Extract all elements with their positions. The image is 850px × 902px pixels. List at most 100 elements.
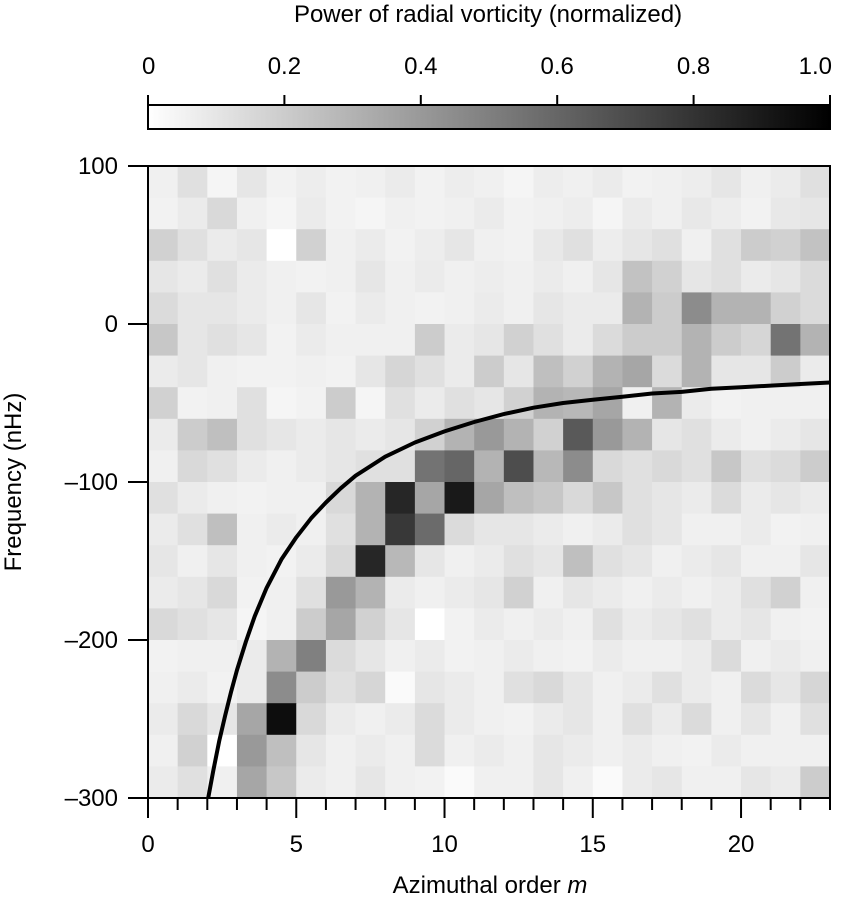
- heatmap-cell: [770, 482, 801, 515]
- heatmap-cell: [800, 482, 831, 515]
- heatmap-cell: [652, 292, 683, 325]
- heatmap-cell: [681, 355, 712, 388]
- heatmap-cell: [385, 513, 416, 546]
- heatmap-cell: [236, 766, 268, 799]
- heatmap-cell: [148, 197, 179, 230]
- heatmap-cell: [355, 387, 386, 420]
- heatmap-cell: [296, 545, 327, 578]
- heatmap-cell: [325, 387, 357, 420]
- heatmap-cell: [444, 482, 475, 515]
- heatmap-cell: [503, 513, 535, 546]
- heatmap-cell: [266, 260, 297, 293]
- heatmap-cell: [236, 671, 268, 704]
- heatmap-cell: [207, 355, 238, 388]
- heatmap-cell: [207, 229, 238, 262]
- heatmap-cell: [236, 292, 268, 325]
- heatmap-cell: [681, 640, 712, 673]
- heatmap-cell: [622, 450, 653, 483]
- heatmap-cell: [177, 229, 208, 262]
- heatmap-cell: [325, 229, 357, 262]
- heatmap-cell: [414, 576, 446, 609]
- heatmap-cell: [622, 513, 653, 546]
- heatmap-cell: [800, 671, 831, 704]
- heatmap-cell: [770, 450, 801, 483]
- heatmap-cell: [148, 450, 179, 483]
- heatmap-cell: [474, 166, 505, 199]
- heatmap-cell: [592, 355, 624, 388]
- heatmap-cell: [444, 229, 475, 262]
- heatmap-cell: [563, 197, 594, 230]
- colorbar: [147, 104, 831, 130]
- heatmap-cell: [652, 545, 683, 578]
- heatmap-cell: [770, 260, 801, 293]
- heatmap-cell: [414, 513, 446, 546]
- heatmap-cell: [741, 608, 772, 641]
- heatmap-cell: [148, 260, 179, 293]
- heatmap-cell: [236, 703, 268, 736]
- heatmap-cell: [741, 197, 772, 230]
- heatmap-cell: [563, 513, 594, 546]
- heatmap-cell: [563, 640, 594, 673]
- heatmap-cell: [563, 608, 594, 641]
- heatmap-cell: [355, 608, 386, 641]
- heatmap-cell: [592, 513, 624, 546]
- heatmap-cell: [385, 387, 416, 420]
- heatmap-cell: [474, 482, 505, 515]
- heatmap-cell: [148, 292, 179, 325]
- x-tick-label: 20: [728, 831, 755, 858]
- heatmap-cell: [385, 482, 416, 515]
- heatmap-cells: [148, 166, 831, 799]
- heatmap-cell: [592, 608, 624, 641]
- heatmap-cell: [741, 545, 772, 578]
- heatmap-cell: [325, 545, 357, 578]
- heatmap-cell: [385, 671, 416, 704]
- heatmap-cell: [533, 229, 564, 262]
- heatmap-cell: [474, 608, 505, 641]
- heatmap-cell: [177, 513, 208, 546]
- y-tick-label: 100: [78, 153, 118, 180]
- heatmap-cell: [325, 166, 357, 199]
- heatmap-cell: [266, 703, 297, 736]
- heatmap-cell: [444, 387, 475, 420]
- heatmap-cell: [681, 260, 712, 293]
- heatmap-cell: [503, 260, 535, 293]
- heatmap-cell: [770, 608, 801, 641]
- heatmap-cell: [444, 355, 475, 388]
- heatmap-cell: [148, 671, 179, 704]
- heatmap-cell: [148, 608, 179, 641]
- heatmap-cell: [711, 482, 742, 515]
- heatmap-cell: [563, 166, 594, 199]
- heatmap-cell: [800, 387, 831, 420]
- heatmap-cell: [652, 229, 683, 262]
- heatmap-cell: [385, 734, 416, 767]
- heatmap-cell: [266, 450, 297, 483]
- heatmap-cell: [652, 197, 683, 230]
- heatmap-cell: [148, 324, 179, 357]
- heatmap-cell: [652, 166, 683, 199]
- heatmap-cell: [296, 229, 327, 262]
- heatmap-cell: [711, 387, 742, 420]
- heatmap-cell: [385, 197, 416, 230]
- heatmap-cell: [296, 324, 327, 357]
- heatmap-cell: [533, 766, 564, 799]
- heatmap-cell: [474, 324, 505, 357]
- heatmap-cell: [800, 166, 831, 199]
- heatmap-cell: [177, 387, 208, 420]
- heatmap-cell: [296, 355, 327, 388]
- colorbar-title: Power of radial vorticity (normalized): [294, 1, 682, 28]
- heatmap-cell: [177, 450, 208, 483]
- colorbar-tick-label: 0.2: [268, 53, 301, 80]
- heatmap-cell: [266, 482, 297, 515]
- heatmap-cell: [622, 197, 653, 230]
- heatmap-cell: [592, 640, 624, 673]
- heatmap-cell: [385, 703, 416, 736]
- heatmap-cell: [741, 703, 772, 736]
- heatmap-cell: [622, 640, 653, 673]
- heatmap-cell: [592, 671, 624, 704]
- heatmap-cell: [563, 324, 594, 357]
- heatmap-cell: [325, 292, 357, 325]
- heatmap-cell: [385, 608, 416, 641]
- heatmap-cell: [503, 229, 535, 262]
- heatmap-cell: [474, 671, 505, 704]
- y-tick-label: –200: [65, 627, 118, 654]
